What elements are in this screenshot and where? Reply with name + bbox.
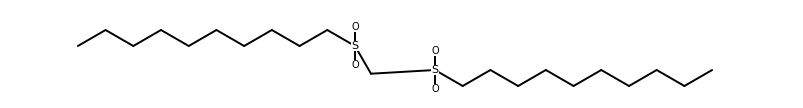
Text: O: O <box>351 60 358 70</box>
Text: S: S <box>351 41 358 51</box>
Text: O: O <box>430 46 438 56</box>
Text: O: O <box>351 22 358 32</box>
Text: O: O <box>430 84 438 94</box>
Text: S: S <box>431 65 438 75</box>
